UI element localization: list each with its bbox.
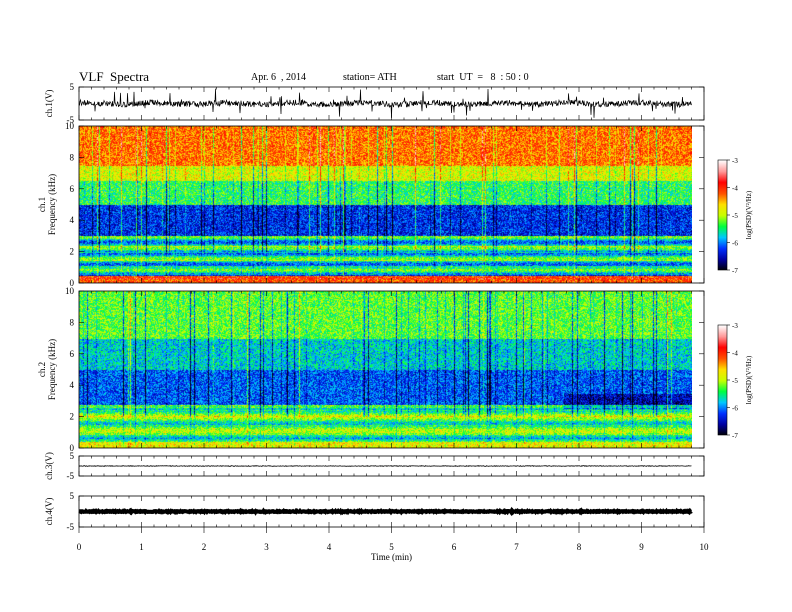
ch1-spectrogram-ytick-label: 4 <box>70 215 75 225</box>
ch2-spectrogram-colorbar-tick-label: -6 <box>732 405 738 413</box>
ch1-spectrogram-ylabel: Frequency (kHz) <box>47 174 57 235</box>
ch1-spectrogram-colorbar-tick-label: -3 <box>732 157 738 165</box>
ch2-spectrogram-heatmap <box>79 291 692 448</box>
time-axis-tick-label: 3 <box>264 542 269 552</box>
ch1-spectrogram-ytick-label: 8 <box>70 152 75 162</box>
ch1-waveform-ylabel: ch.1(V) <box>44 90 54 118</box>
ch2-spectrogram-ytick-label: 4 <box>70 380 75 390</box>
ch1-spectrogram-colorbar-tick-label: -5 <box>732 212 738 220</box>
ch1-spectrogram-colorbar-label: log(PSD)(V²/Hz) <box>745 190 753 239</box>
ch4-waveform-ylabel: ch.4(V) <box>44 498 54 526</box>
ch2-spectrogram-colorbar-tick-label: -7 <box>732 432 738 440</box>
ch2-spectrogram-ytick-label: 10 <box>65 286 75 296</box>
start-time-label: start UT = 8 : 50 : 0 <box>437 72 529 83</box>
time-axis-tick-label: 6 <box>452 542 457 552</box>
ch2-spectrogram-colorbar-label: log(PSD)(V²/Hz) <box>745 355 753 404</box>
ch1-waveform-ytick-label: -5 <box>67 115 75 125</box>
time-axis-tick-label: 7 <box>514 542 519 552</box>
ch1-spectrogram-colorbar-tick-label: -4 <box>732 185 738 193</box>
ch2-spectrogram-colorbar-tick-label: -5 <box>732 377 738 385</box>
figure-title: VLF Spectra <box>79 69 150 84</box>
time-axis-tick-label: 5 <box>389 542 394 552</box>
ch2-spectrogram-colorbar-tick-label: -3 <box>732 322 738 330</box>
ch3-waveform-trace <box>78 465 692 467</box>
ch1-spectrogram-ytick-label: 0 <box>70 278 75 288</box>
time-axis-tick-label: 8 <box>577 542 582 552</box>
ch2-spectrogram-colorbar <box>718 325 727 435</box>
date-label: Apr. 6 , 2014 <box>251 72 306 83</box>
ch3-waveform-ylabel: ch.3(V) <box>44 452 54 480</box>
ch3-waveform-ytick-label: 5 <box>70 451 75 461</box>
time-axis-tick-label: 1 <box>139 542 144 552</box>
ch3-waveform-ytick-label: -5 <box>67 471 75 481</box>
time-axis-tick-label: 9 <box>639 542 644 552</box>
ch1-spectrogram-colorbar <box>718 160 727 270</box>
ch1-spectrogram-ytick-label: 6 <box>70 184 75 194</box>
ch1-spectrogram-colorbar-tick-label: -7 <box>732 267 738 275</box>
ch1-waveform-trace <box>78 88 692 118</box>
station-label: station= ATH <box>343 72 397 83</box>
time-axis-tick-label: 0 <box>77 542 82 552</box>
ch2-spectrogram-ytick-label: 6 <box>70 349 75 359</box>
ch2-spectrogram-ytick-label: 2 <box>70 412 75 422</box>
ch1-spectrogram-heatmap <box>79 126 692 283</box>
ch1-spectrogram-colorbar-tick-label: -6 <box>732 240 738 248</box>
ch2-spectrogram-colorbar-tick-label: -4 <box>732 350 738 358</box>
ch4-waveform-ytick-label: 5 <box>70 491 75 501</box>
time-axis-label: Time (min) <box>371 552 412 562</box>
time-axis-tick-label: 2 <box>202 542 207 552</box>
ch4-waveform-ytick-label: -5 <box>67 522 75 532</box>
ch1-spectrogram-ylabel: ch.1 <box>37 197 47 212</box>
ch4-waveform-trace <box>78 506 693 517</box>
ch2-spectrogram-ytick-label: 0 <box>70 443 75 453</box>
ch2-spectrogram-ylabel: ch.2 <box>37 362 47 377</box>
ch2-spectrogram-ylabel: Frequency (kHz) <box>47 339 57 400</box>
time-axis-tick-label: 10 <box>700 542 710 552</box>
time-axis-tick-label: 4 <box>327 542 332 552</box>
ch2-spectrogram-ytick-label: 8 <box>70 317 75 327</box>
ch1-spectrogram-ytick-label: 2 <box>70 247 75 257</box>
ch1-spectrogram-ytick-label: 10 <box>65 121 75 131</box>
ch1-waveform-ytick-label: 5 <box>70 82 75 92</box>
